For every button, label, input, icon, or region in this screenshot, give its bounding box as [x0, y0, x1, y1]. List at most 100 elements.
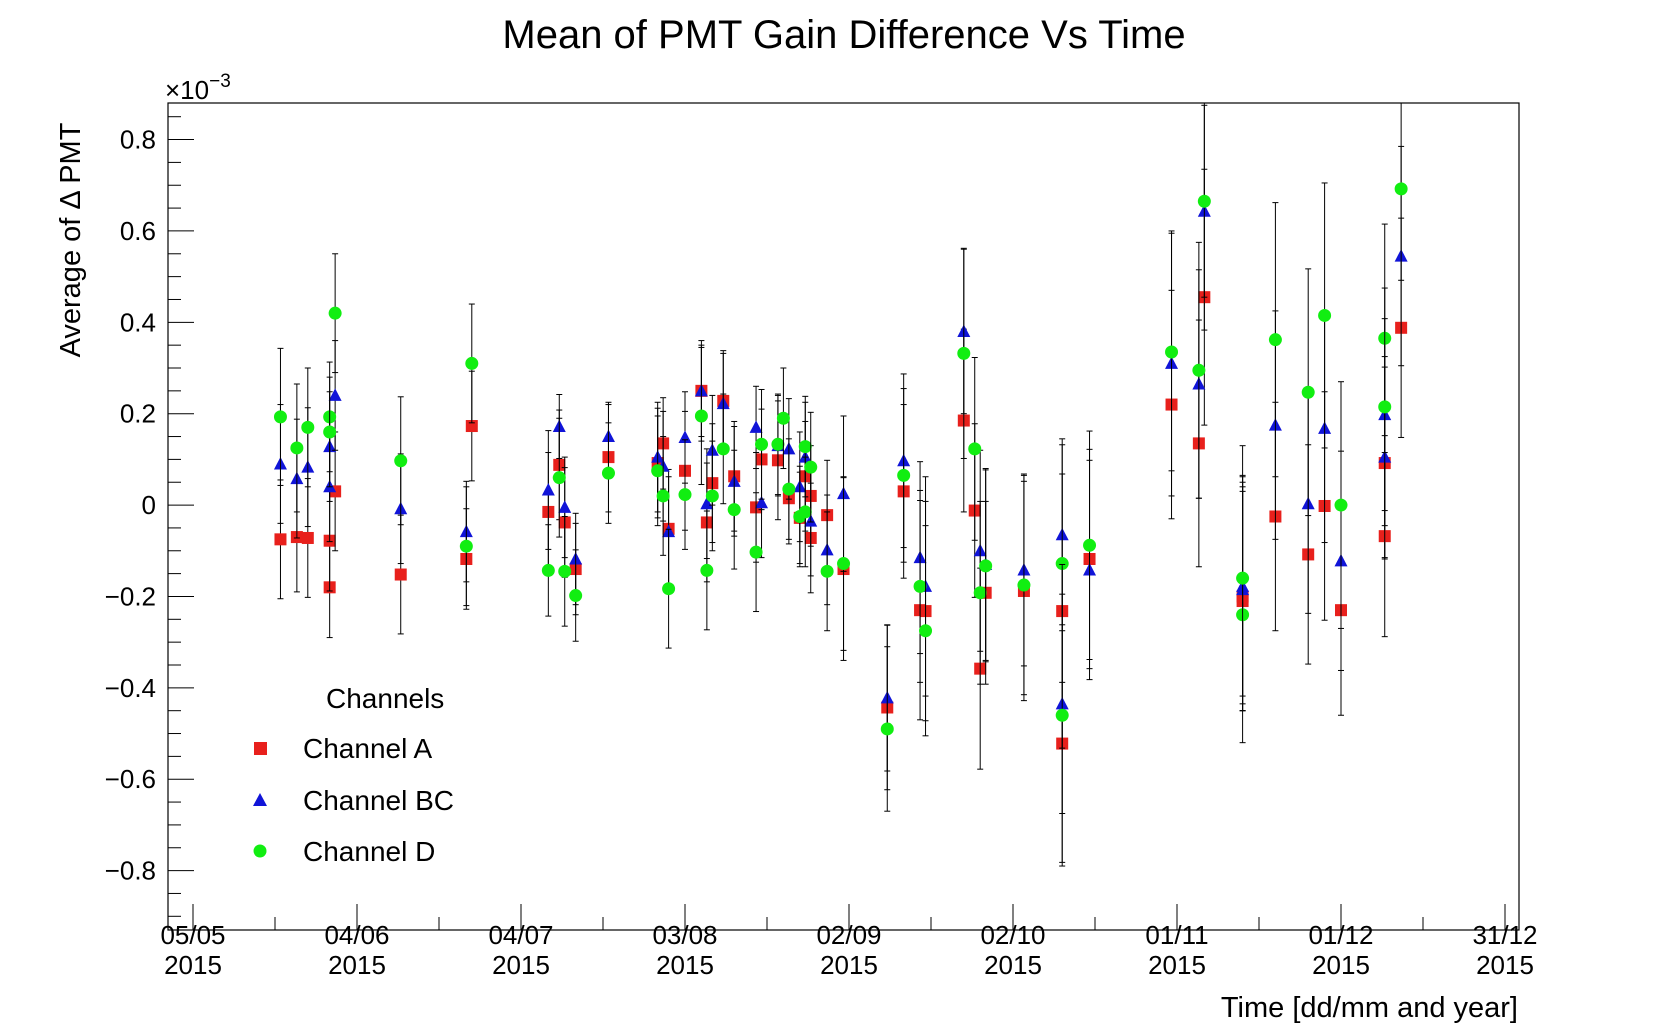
x-tick-label-year: 2015 [1312, 950, 1370, 980]
y-tick-label: 0.6 [120, 216, 156, 246]
data-point [727, 503, 741, 517]
data-point [274, 533, 287, 546]
data-point [798, 440, 812, 454]
legend-label-channel-a: Channel A [303, 733, 433, 764]
data-point [782, 482, 796, 496]
data-point [749, 545, 763, 559]
data-point [913, 579, 927, 593]
data-point [394, 454, 408, 468]
y-axis: 0.8 0.6 0.4 0.2 0 −0.2 −0.4 −0.6 −0.8 [105, 116, 194, 917]
data-point [569, 589, 583, 603]
data-point [716, 442, 730, 456]
x-tick-label-year: 2015 [820, 950, 878, 980]
data-point [1394, 182, 1408, 196]
data-point [1017, 578, 1031, 592]
data-point [328, 388, 342, 401]
y-tick-label: −0.4 [105, 673, 156, 703]
plot-frame [167, 102, 1520, 931]
data-point [656, 489, 670, 503]
legend-marker-triangle [253, 793, 267, 806]
x-tick-label-date: 01/11 [1145, 920, 1208, 950]
data-point [880, 722, 894, 736]
data-point [957, 346, 971, 360]
data-point [678, 488, 692, 502]
legend-entry-channel-d: Channel D [253, 836, 435, 867]
data-point [328, 306, 342, 320]
data-point [1165, 345, 1179, 359]
svg-text:×10−3: ×10−3 [165, 71, 231, 105]
y-multiplier-base: ×10 [165, 75, 209, 105]
x-tick-label-date: 31/12 [1472, 920, 1537, 950]
data-point [1192, 363, 1206, 377]
y-axis-label: Average of Δ PMT [55, 122, 87, 357]
data-point [394, 568, 407, 581]
y-tick-label: −0.6 [105, 764, 156, 794]
legend-marker-circle [253, 844, 267, 858]
y-tick-label: 0.4 [120, 307, 156, 337]
data-point [979, 559, 993, 573]
data-point [919, 624, 933, 638]
y-tick-label: 0.2 [120, 399, 156, 429]
data-point [1055, 708, 1069, 722]
y-tick-label: 0.8 [120, 125, 156, 155]
data-point [973, 586, 987, 600]
data-point [558, 564, 572, 578]
x-tick-label-year: 2015 [328, 950, 386, 980]
data-point [1334, 498, 1348, 512]
x-tick-label-date: 04/07 [488, 920, 553, 950]
data-point [465, 356, 479, 370]
data-point [694, 409, 708, 423]
x-tick-label-year: 2015 [984, 950, 1042, 980]
data-point [601, 466, 615, 480]
data-point [1268, 333, 1282, 347]
data-point [273, 410, 287, 424]
x-tick-label-date: 01/12 [1308, 920, 1373, 950]
x-tick-label-year: 2015 [492, 950, 550, 980]
data-point [776, 411, 790, 425]
data-point [1301, 385, 1315, 399]
x-tick-label-date: 02/10 [980, 920, 1045, 950]
data-point [755, 437, 769, 451]
y-tick-label: −0.8 [105, 856, 156, 886]
x-tick-label-date: 05/05 [160, 920, 225, 950]
series-channel-d [273, 102, 1408, 867]
data-point [749, 420, 763, 433]
legend-marker-square [254, 742, 267, 755]
data-point [705, 489, 719, 503]
data-point [301, 531, 314, 544]
x-tick-label-date: 04/06 [324, 920, 389, 950]
data-point [459, 539, 473, 553]
data-point [968, 442, 982, 456]
y-multiplier-exponent: −3 [209, 71, 231, 92]
data-point [1197, 194, 1211, 208]
legend-entry-channel-a: Channel A [254, 733, 433, 764]
x-tick-label-date: 02/09 [816, 920, 881, 950]
data-point [301, 420, 315, 434]
series-channel-a [274, 168, 1408, 863]
x-tick-label-year: 2015 [1476, 950, 1534, 980]
y-tick-label: 0 [142, 490, 156, 520]
x-axis: 05/05201504/06201504/07201503/08201502/0… [160, 904, 1538, 980]
data-point [662, 582, 676, 596]
data-point [1236, 571, 1250, 585]
data-point [700, 496, 714, 510]
y-tick-label: −0.2 [105, 581, 156, 611]
data-point [1083, 538, 1097, 552]
chart-title: Mean of PMT Gain Difference Vs Time [502, 13, 1185, 57]
data-point [651, 464, 665, 478]
data-point [837, 557, 851, 571]
data-point [700, 563, 714, 577]
legend-entry-channel-bc: Channel BC [253, 785, 454, 816]
data-point [771, 437, 785, 451]
data-point [558, 500, 572, 513]
x-tick-label-year: 2015 [164, 950, 222, 980]
data-point [1378, 400, 1392, 414]
x-tick-label-year: 2015 [656, 950, 714, 980]
data-point [541, 482, 555, 496]
data-point [820, 564, 834, 578]
data-point [290, 441, 304, 455]
data-point [897, 468, 911, 482]
legend-label-channel-bc: Channel BC [303, 785, 454, 816]
x-tick-label-date: 03/08 [652, 920, 717, 950]
